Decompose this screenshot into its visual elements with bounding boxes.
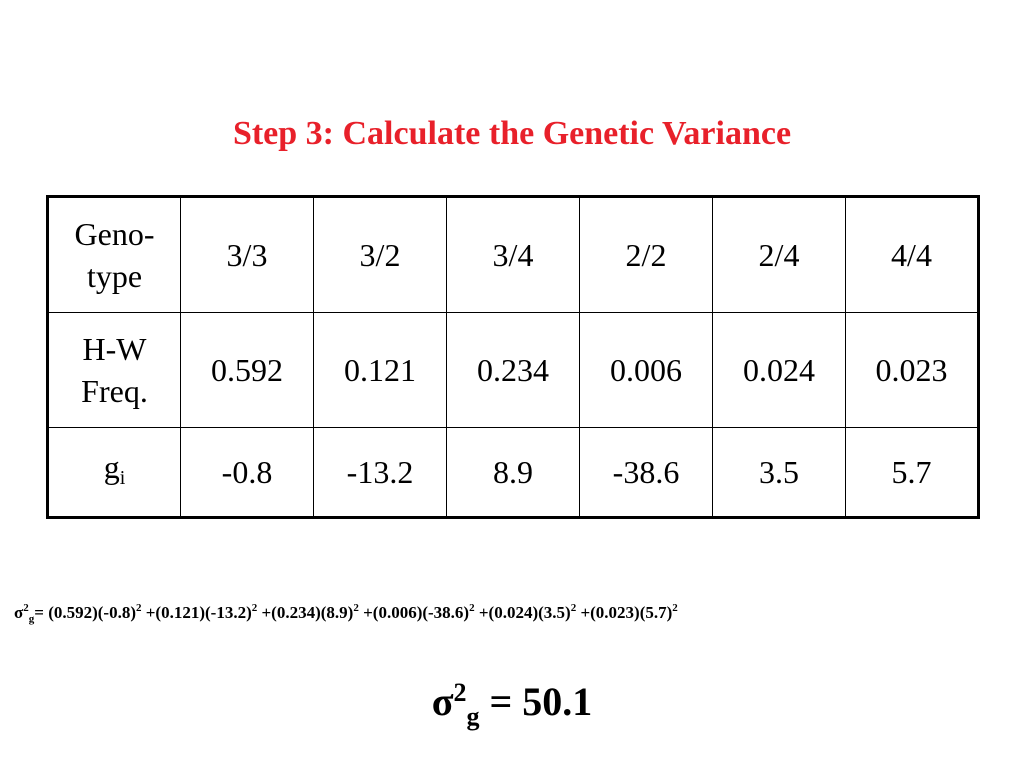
formula-equals: =	[34, 603, 49, 622]
formula-sigma: σ	[14, 603, 24, 622]
table-row-hw-freq: H-W Freq. 0.592 0.121 0.234 0.006 0.024 …	[47, 312, 979, 428]
formula-term: +(0.024)(3.5)	[474, 603, 571, 622]
hw-freq-cell: 0.006	[579, 312, 713, 428]
gi-cell: 5.7	[845, 427, 979, 518]
gi-symbol: g	[103, 448, 120, 485]
formula-term-exponent: 2	[353, 602, 359, 614]
formula-term-exponent: 2	[136, 602, 142, 614]
row-header-gi: gi	[47, 427, 181, 518]
row-header-genotype: Geno- type	[47, 196, 181, 313]
gi-cell: -0.8	[180, 427, 314, 518]
gi-cell: 8.9	[446, 427, 580, 518]
formula-term: +(0.006)(-38.6)	[358, 603, 470, 622]
gi-cell: -38.6	[579, 427, 713, 518]
hw-freq-cell: 0.024	[712, 312, 846, 428]
hw-freq-cell: 0.234	[446, 312, 580, 428]
formula-term: (0.592)(-0.8)	[48, 603, 136, 622]
formula-term: +(0.023)(5.7)	[576, 603, 673, 622]
table-row-gi: gi -0.8 -13.2 8.9 -38.6 3.5 5.7	[47, 427, 979, 518]
row-header-genotype-line2: type	[86, 258, 143, 294]
formula-term-exponent: 2	[469, 602, 475, 614]
result-sigma: σ	[431, 679, 454, 724]
formula-term-exponent: 2	[672, 602, 678, 614]
result-sigma-exponent: 2	[453, 678, 467, 707]
hw-freq-cell: 0.023	[845, 312, 979, 428]
row-header-genotype-line1: Geno-	[74, 216, 155, 252]
hw-freq-cell: 0.121	[313, 312, 447, 428]
row-header-hw-freq: H-W Freq.	[47, 312, 181, 428]
genotype-cell: 4/4	[845, 196, 979, 313]
genotype-cell: 2/2	[579, 196, 713, 313]
gi-cell: -13.2	[313, 427, 447, 518]
genotype-cell: 3/4	[446, 196, 580, 313]
formula-sigma-exponent: 2	[23, 602, 29, 614]
gi-subscript: i	[119, 466, 126, 489]
result-value: = 50.1	[479, 679, 593, 724]
formula-term-exponent: 2	[570, 602, 577, 614]
slide-title: Step 3: Calculate the Genetic Variance	[232, 115, 792, 152]
table-row-genotype: Geno- type 3/3 3/2 3/4 2/2 2/4 4/4	[47, 196, 979, 313]
formula-term: +(0.121)(-13.2)	[141, 603, 252, 622]
variance-result: σ2g = 50.1	[0, 674, 1024, 730]
genotype-cell: 2/4	[712, 196, 846, 313]
row-header-hw-line1: H-W	[82, 331, 147, 367]
formula-term: +(0.234)(8.9)	[257, 603, 354, 622]
gi-cell: 3.5	[712, 427, 846, 518]
variance-formula: σ2g= (0.592)(-0.8)2 +(0.121)(-13.2)2 +(0…	[14, 600, 678, 626]
genotype-cell: 3/3	[180, 196, 314, 313]
genotype-table: Geno- type 3/3 3/2 3/4 2/2 2/4 4/4 H-W F…	[46, 195, 980, 519]
row-header-hw-line2: Freq.	[81, 373, 148, 409]
hw-freq-cell: 0.592	[180, 312, 314, 428]
formula-term-exponent: 2	[251, 602, 258, 614]
result-sigma-subscript: g	[466, 702, 480, 731]
formula-sigma-subscript: g	[28, 613, 35, 625]
genotype-cell: 3/2	[313, 196, 447, 313]
